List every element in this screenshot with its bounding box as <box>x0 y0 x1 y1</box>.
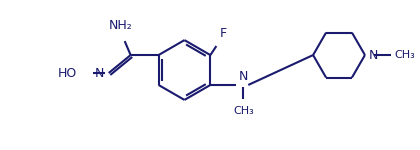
Text: N: N <box>239 70 248 83</box>
Text: F: F <box>219 27 226 40</box>
Text: N: N <box>94 66 104 80</box>
Text: HO: HO <box>58 66 77 80</box>
Text: NH₂: NH₂ <box>109 19 133 32</box>
Text: N: N <box>369 49 378 62</box>
Text: CH₃: CH₃ <box>233 106 254 116</box>
Text: CH₃: CH₃ <box>395 50 416 60</box>
